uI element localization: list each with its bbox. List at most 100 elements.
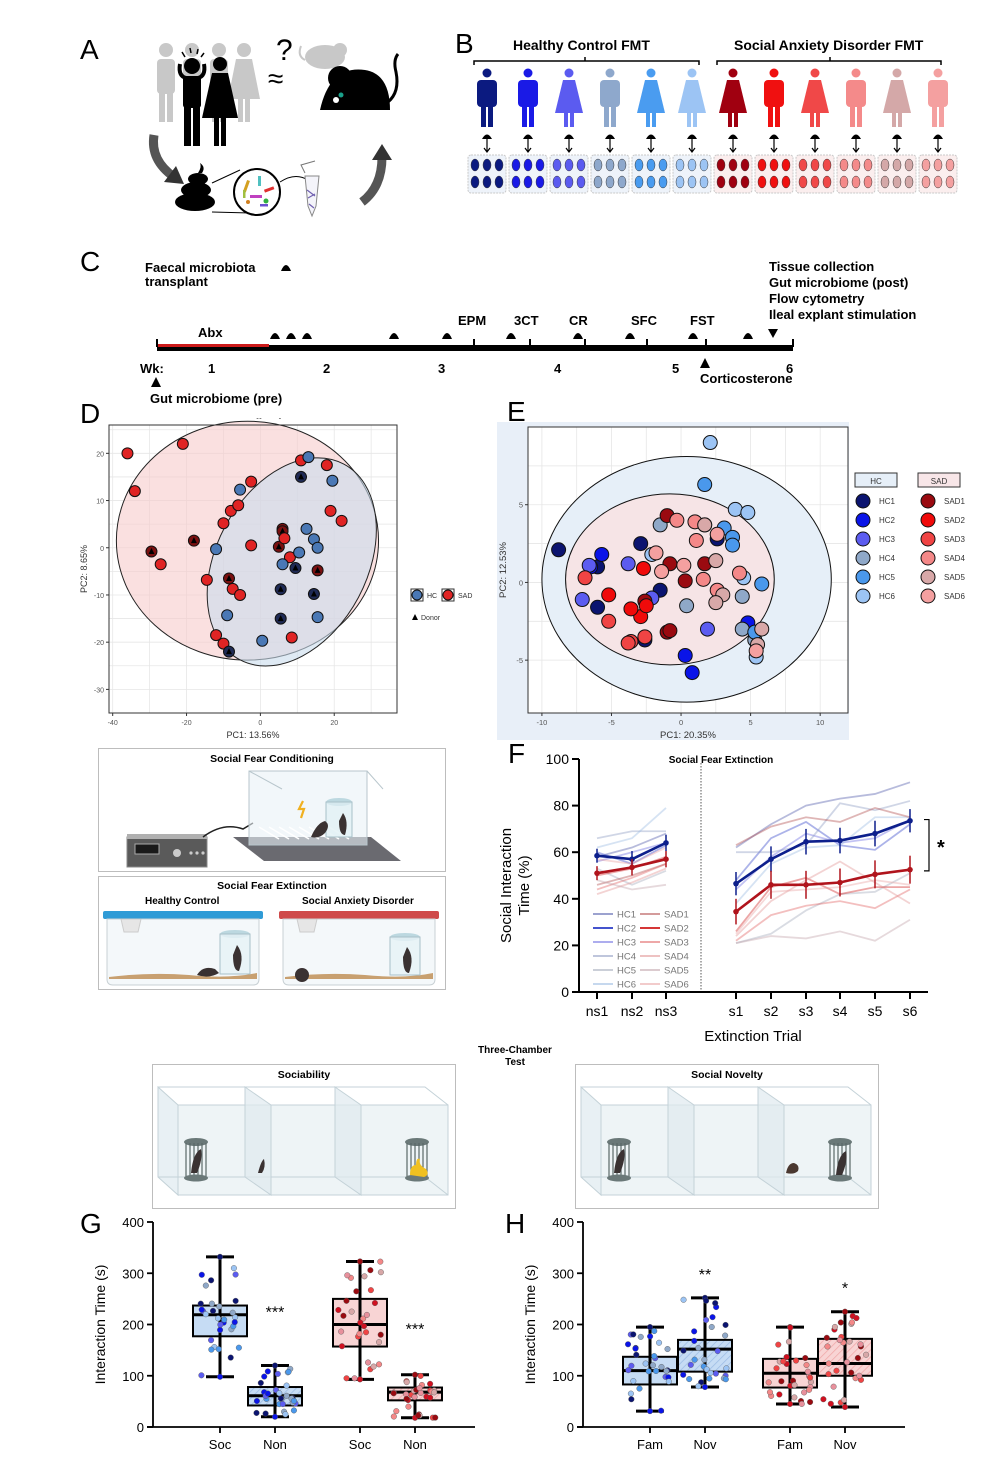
donor-hc4: [590, 68, 630, 194]
donor-hc6: [672, 68, 712, 194]
data-point: [285, 1368, 292, 1375]
data-point: [353, 1288, 360, 1295]
data-point: [807, 1399, 814, 1406]
recipient-mouse-icon: [617, 175, 627, 189]
conditioning-apparatus-icon: [126, 770, 401, 868]
data-point: [326, 474, 339, 487]
left-cage-icon: [607, 1138, 631, 1182]
cage-base: [607, 1174, 631, 1182]
data-point: [844, 1359, 851, 1366]
faeces-marker-icon: [270, 333, 280, 339]
donor-leg: [611, 105, 616, 127]
donor-marker-icon: [226, 574, 232, 581]
point-hc: [210, 543, 223, 556]
social-novelty-diagram: Social Novelty: [575, 1064, 879, 1209]
data-point: [722, 1332, 729, 1339]
sad-cage-lid: [279, 911, 439, 919]
hc-cage-lid: [103, 911, 263, 919]
recipient-mouse-icon: [699, 158, 709, 172]
sociability-chamber-icon: [157, 1085, 449, 1197]
recipient-mouse-icon: [863, 158, 873, 172]
data-point: [627, 1390, 634, 1397]
donor-marker-icon: [292, 564, 299, 571]
data-point: [827, 1400, 834, 1407]
data-point-sad2: [601, 587, 617, 603]
recipient-mouse-icon: [605, 175, 615, 189]
data-point: [253, 1409, 260, 1416]
recipient-mouse-icon: [839, 158, 849, 172]
x-tick-label: 5: [749, 718, 753, 727]
significance-marker: *: [842, 1281, 848, 1298]
point-sad: [232, 499, 245, 512]
donor-leg: [604, 105, 609, 127]
donor-leg: [646, 111, 650, 127]
fmt-label-line2: transplant: [145, 274, 209, 289]
individual-line-hc2: [735, 820, 911, 881]
legend-label: SAD1: [944, 497, 965, 506]
legend-label: SAD2: [664, 924, 689, 935]
recipient-mouse-icon: [564, 158, 574, 172]
mean-point: [803, 838, 809, 845]
donor-marker-icon: [314, 566, 321, 573]
data-point: [703, 1297, 710, 1304]
data-point: [261, 1373, 268, 1380]
legend-label: SAD4: [944, 554, 965, 563]
legend-label: HC5: [879, 573, 896, 582]
x-tick-label: Soc: [209, 1437, 232, 1452]
data-point: [630, 1331, 637, 1338]
data-point-hc1: [551, 542, 567, 558]
recipient-mouse-icon: [576, 158, 586, 172]
point-sad: [210, 629, 223, 642]
chamber-top-edge: [581, 1086, 872, 1106]
faeces-marker-icon: [389, 333, 399, 339]
pre-sample-marker-icon: [151, 377, 161, 387]
individual-line-sad5: [735, 918, 911, 944]
y-tick-label: 80: [553, 798, 569, 814]
recipient-mouse-icon: [494, 158, 504, 172]
data-point: [722, 1376, 729, 1383]
data-point: [217, 1321, 224, 1328]
data-point: [198, 1306, 205, 1313]
chamber-back-wall: [600, 1104, 872, 1196]
panel-label-b: B: [455, 28, 474, 59]
legend-label: SAD2: [944, 516, 965, 525]
end-label: Tissue collection: [769, 259, 874, 274]
faeces-icon: [851, 134, 861, 139]
test-label-sfc: SFC: [631, 313, 658, 328]
donor-head: [687, 68, 697, 78]
three-chamber-title-line1: Three-Chamber: [478, 1045, 552, 1056]
x-tick-label: Fam: [777, 1437, 803, 1452]
data-point-sad6: [748, 643, 764, 659]
legend-label: HC1: [617, 910, 636, 921]
y-tick-label: 400: [552, 1215, 574, 1230]
data-point: [709, 1314, 716, 1321]
data-point-sad5: [754, 621, 770, 637]
curved-arrow-icon: [148, 134, 177, 181]
transfer-arrow-icon: [483, 139, 491, 153]
box-sad-non: [387, 1371, 443, 1421]
approx-symbol: ≈: [268, 63, 283, 94]
data-point: [776, 1391, 783, 1398]
donor-marker-icon: [190, 537, 197, 544]
cage-top: [405, 1138, 429, 1146]
mean-point: [803, 882, 809, 888]
y-tick-label: -20: [94, 640, 104, 647]
point-hc: [274, 612, 287, 625]
y-tick-label: 20: [553, 937, 569, 953]
point-sad: [128, 485, 141, 498]
transfer-arrow-icon: [852, 139, 860, 153]
data-point: [803, 1362, 810, 1369]
cage-base: [828, 1174, 852, 1182]
data-point: [221, 1316, 228, 1323]
donor-head: [564, 68, 574, 78]
data-point: [853, 1315, 860, 1322]
data-point: [857, 1341, 864, 1348]
data-point: [842, 1404, 849, 1411]
recipient-mouse-icon: [687, 158, 697, 172]
data-point: [279, 1401, 286, 1408]
data-point: [785, 1338, 792, 1345]
data-point-hc6: [727, 501, 743, 517]
recipient-mouse-icon: [535, 175, 545, 189]
recipient-mouse-icon: [658, 175, 668, 189]
data-point: [393, 1408, 400, 1415]
